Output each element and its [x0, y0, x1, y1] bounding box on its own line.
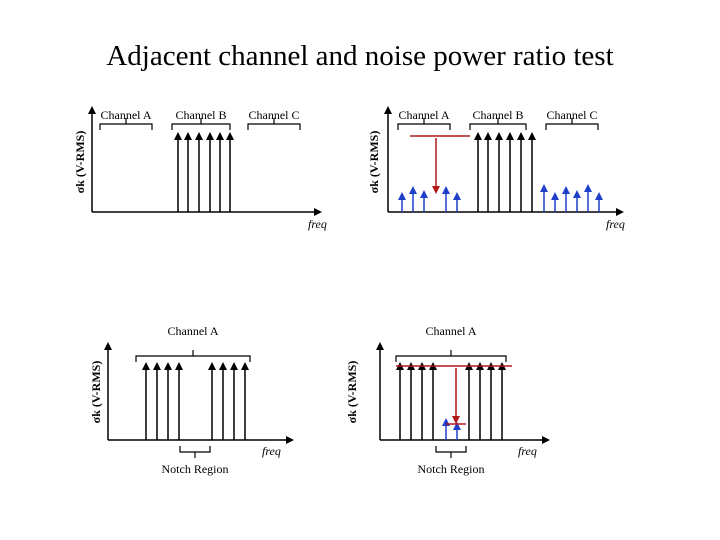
channel-a-brace [397, 118, 451, 130]
channel-c-brace [545, 118, 599, 130]
channel-c-label: Channel C [547, 108, 598, 122]
panel-bottom-right: σk (V-RMS) freq Channel A Notch Region [345, 324, 550, 476]
notch-label: Notch Region [162, 462, 229, 476]
channel-a-label: Channel A [426, 324, 477, 338]
x-axis-label: freq [606, 217, 625, 231]
y-axis-label: σk (V-RMS) [367, 131, 381, 194]
channel-c-brace [247, 118, 301, 130]
signal-tones [474, 132, 536, 212]
notch-label: Notch Region [418, 462, 485, 476]
channel-c-label: Channel C [249, 108, 300, 122]
x-axis-label: freq [262, 444, 281, 458]
npr-annotation [396, 365, 512, 425]
channel-b-brace [171, 118, 231, 130]
channel-a-label: Channel A [168, 324, 219, 338]
channel-a-brace [99, 118, 153, 130]
acpr-annotation [410, 135, 470, 194]
signal-tones [142, 362, 249, 440]
channel-b-label: Channel B [176, 108, 227, 122]
channel-b-label: Channel B [473, 108, 524, 122]
channel-b-brace [469, 118, 527, 130]
y-axis-label: σk (V-RMS) [345, 361, 359, 424]
panel-top-right: σk (V-RMS) freq Channel A Channel B Chan… [367, 106, 625, 231]
page-title: Adjacent channel and noise power ratio t… [106, 40, 614, 72]
x-axis-label: freq [308, 217, 327, 231]
notch-distortion-tones [442, 418, 461, 440]
panel-top-left: σk (V-RMS) freq Channel A Channel B Chan… [73, 106, 327, 231]
signal-tones [396, 362, 506, 440]
distortion-tones-c [540, 184, 603, 212]
notch-brace [179, 446, 211, 458]
y-axis-label: σk (V-RMS) [89, 361, 103, 424]
distortion-tones-a [398, 186, 461, 212]
notch-brace [435, 446, 467, 458]
x-axis-label: freq [518, 444, 537, 458]
channel-a-label: Channel A [101, 108, 152, 122]
channel-a-brace [135, 350, 251, 362]
channel-a-brace [395, 350, 507, 362]
y-axis-label: σk (V-RMS) [73, 131, 87, 194]
signal-tones [174, 132, 234, 212]
channel-a-label: Channel A [399, 108, 450, 122]
panel-bottom-left: σk (V-RMS) freq Channel A Notch Region [89, 324, 294, 476]
